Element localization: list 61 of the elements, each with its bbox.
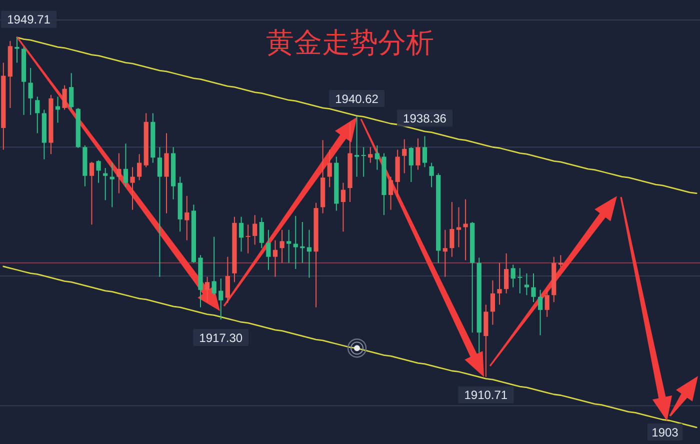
- candlestick: [246, 224, 250, 254]
- candlestick: [55, 96, 60, 124]
- candlestick: [225, 256, 230, 304]
- candlestick: [463, 198, 468, 261]
- candlestick: [361, 146, 366, 178]
- candlestick: [518, 268, 522, 294]
- candlestick: [96, 160, 101, 184]
- text: 1917.30: [199, 330, 243, 345]
- text: 1940.62: [335, 92, 378, 106]
- candlestick: [252, 214, 258, 246]
- candlestick: [497, 262, 502, 306]
- candlestick: [28, 67, 33, 116]
- candlestick: [62, 84, 67, 110]
- candlestick: [266, 229, 271, 270]
- text: 1949.71: [7, 12, 50, 27]
- candlestick: [184, 195, 190, 241]
- candlestick: [286, 229, 292, 264]
- candlestick: [416, 138, 420, 170]
- candlestick: [218, 278, 224, 320]
- candlestick: [272, 240, 278, 278]
- candlestick: [368, 146, 373, 164]
- candlestick: [429, 162, 434, 188]
- candlestick: [456, 206, 462, 248]
- candlestick: [340, 182, 346, 232]
- candlestick: [280, 229, 284, 264]
- text: 1938.36: [403, 111, 446, 126]
- candlestick: [238, 216, 244, 252]
- candlestick: [14, 36, 20, 64]
- candlestick: [524, 272, 530, 296]
- candlestick: [110, 162, 114, 208]
- candlestick: [544, 289, 550, 318]
- candlestick: [327, 149, 332, 188]
- candlestick: [442, 229, 448, 278]
- candlestick: [408, 146, 414, 182]
- candlestick: [157, 146, 162, 278]
- candlestick: [531, 272, 536, 303]
- candlestick: [510, 264, 516, 288]
- annotation: 1903: [652, 425, 679, 440]
- candlestick: [402, 138, 407, 174]
- candlestick: [490, 280, 496, 326]
- candlestick: [35, 96, 40, 134]
- text: 1910.71: [464, 388, 508, 402]
- candlestick: [103, 168, 108, 201]
- candlestick: [164, 132, 169, 214]
- candlestick: [388, 176, 394, 210]
- candlestick: [306, 229, 312, 278]
- candlestick: [538, 289, 543, 336]
- text: 黄金走势分析: [266, 26, 434, 59]
- candlestick: [504, 252, 509, 294]
- candlestick: [69, 72, 74, 110]
- candlestick: [89, 161, 94, 226]
- candlestick: [259, 217, 264, 249]
- candlestick: [137, 154, 142, 181]
- candlestick: [123, 143, 128, 188]
- candlestick: [422, 136, 428, 168]
- candlestick: [212, 236, 216, 296]
- candlestick: [450, 201, 454, 258]
- candlestick: [204, 276, 210, 303]
- candlestick: [374, 144, 380, 170]
- candlestick: [116, 152, 122, 194]
- candlestick: [130, 166, 135, 210]
